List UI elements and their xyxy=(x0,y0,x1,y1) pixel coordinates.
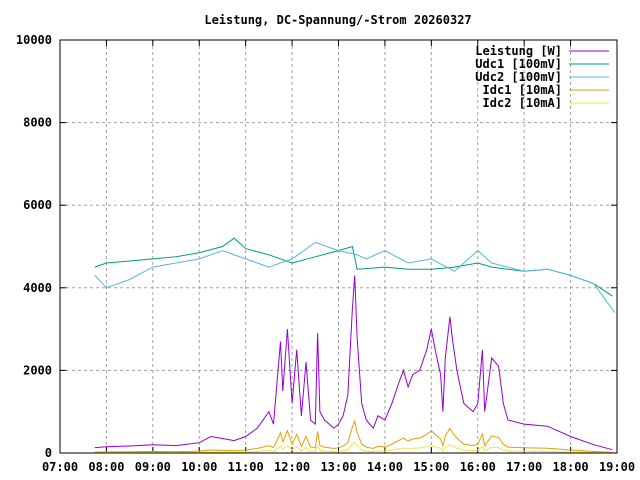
legend-label: Idc1 [10mA] xyxy=(483,83,562,97)
chart-title: Leistung, DC-Spannung/-Strom 20260327 xyxy=(204,13,471,27)
y-tick-label: 10000 xyxy=(16,33,52,47)
series-line-idc2-10ma xyxy=(94,441,613,454)
legend-label: Idc2 [10mA] xyxy=(483,96,562,110)
x-tick-label: 18:00 xyxy=(553,460,589,474)
x-tick-label: 09:00 xyxy=(135,460,171,474)
series-leistung-w xyxy=(94,275,613,451)
legend-label: Udc2 [100mV] xyxy=(475,70,562,84)
x-tick-label: 16:00 xyxy=(460,460,496,474)
x-tick-label: 12:00 xyxy=(274,460,310,474)
series-idc1-10ma xyxy=(94,419,613,453)
grid xyxy=(60,40,617,453)
plot-border xyxy=(59,39,618,454)
x-tick-label: 15:00 xyxy=(413,460,449,474)
series-lines xyxy=(94,237,616,454)
y-tick-label: 8000 xyxy=(23,116,52,130)
series-idc2-10ma xyxy=(94,441,613,454)
series-udc2-100mv xyxy=(94,241,616,313)
legend-label: Leistung [W] xyxy=(475,44,562,58)
series-line-leistung-w xyxy=(94,275,613,451)
y-tick-label: 0 xyxy=(45,446,52,460)
x-tick-label: 14:00 xyxy=(367,460,403,474)
y-tick-label: 6000 xyxy=(23,198,52,212)
x-tick-label: 08:00 xyxy=(88,460,124,474)
series-udc1-100mv xyxy=(94,237,613,297)
legend-label: Udc1 [100mV] xyxy=(475,57,562,71)
x-tick-label: 13:00 xyxy=(320,460,356,474)
x-tick-label: 19:00 xyxy=(599,460,635,474)
series-line-udc1-100mv xyxy=(94,237,613,297)
series-line-udc2-100mv xyxy=(94,241,616,313)
x-tick-label: 17:00 xyxy=(506,460,542,474)
legend: Leistung [W]Udc1 [100mV]Udc2 [100mV]Idc1… xyxy=(475,44,609,110)
axis-ticks: 07:00 08:00 09:00 10:00 11:00 12:00 13:00 14:00… xyxy=(16,33,635,474)
x-tick-label: 10:00 xyxy=(181,460,217,474)
x-tick-label: 07:00 xyxy=(42,460,78,474)
x-tick-label: 11:00 xyxy=(228,460,264,474)
series-line-idc1-10ma xyxy=(94,419,613,453)
y-tick-label: 2000 xyxy=(23,363,52,377)
y-tick-label: 4000 xyxy=(23,281,52,295)
